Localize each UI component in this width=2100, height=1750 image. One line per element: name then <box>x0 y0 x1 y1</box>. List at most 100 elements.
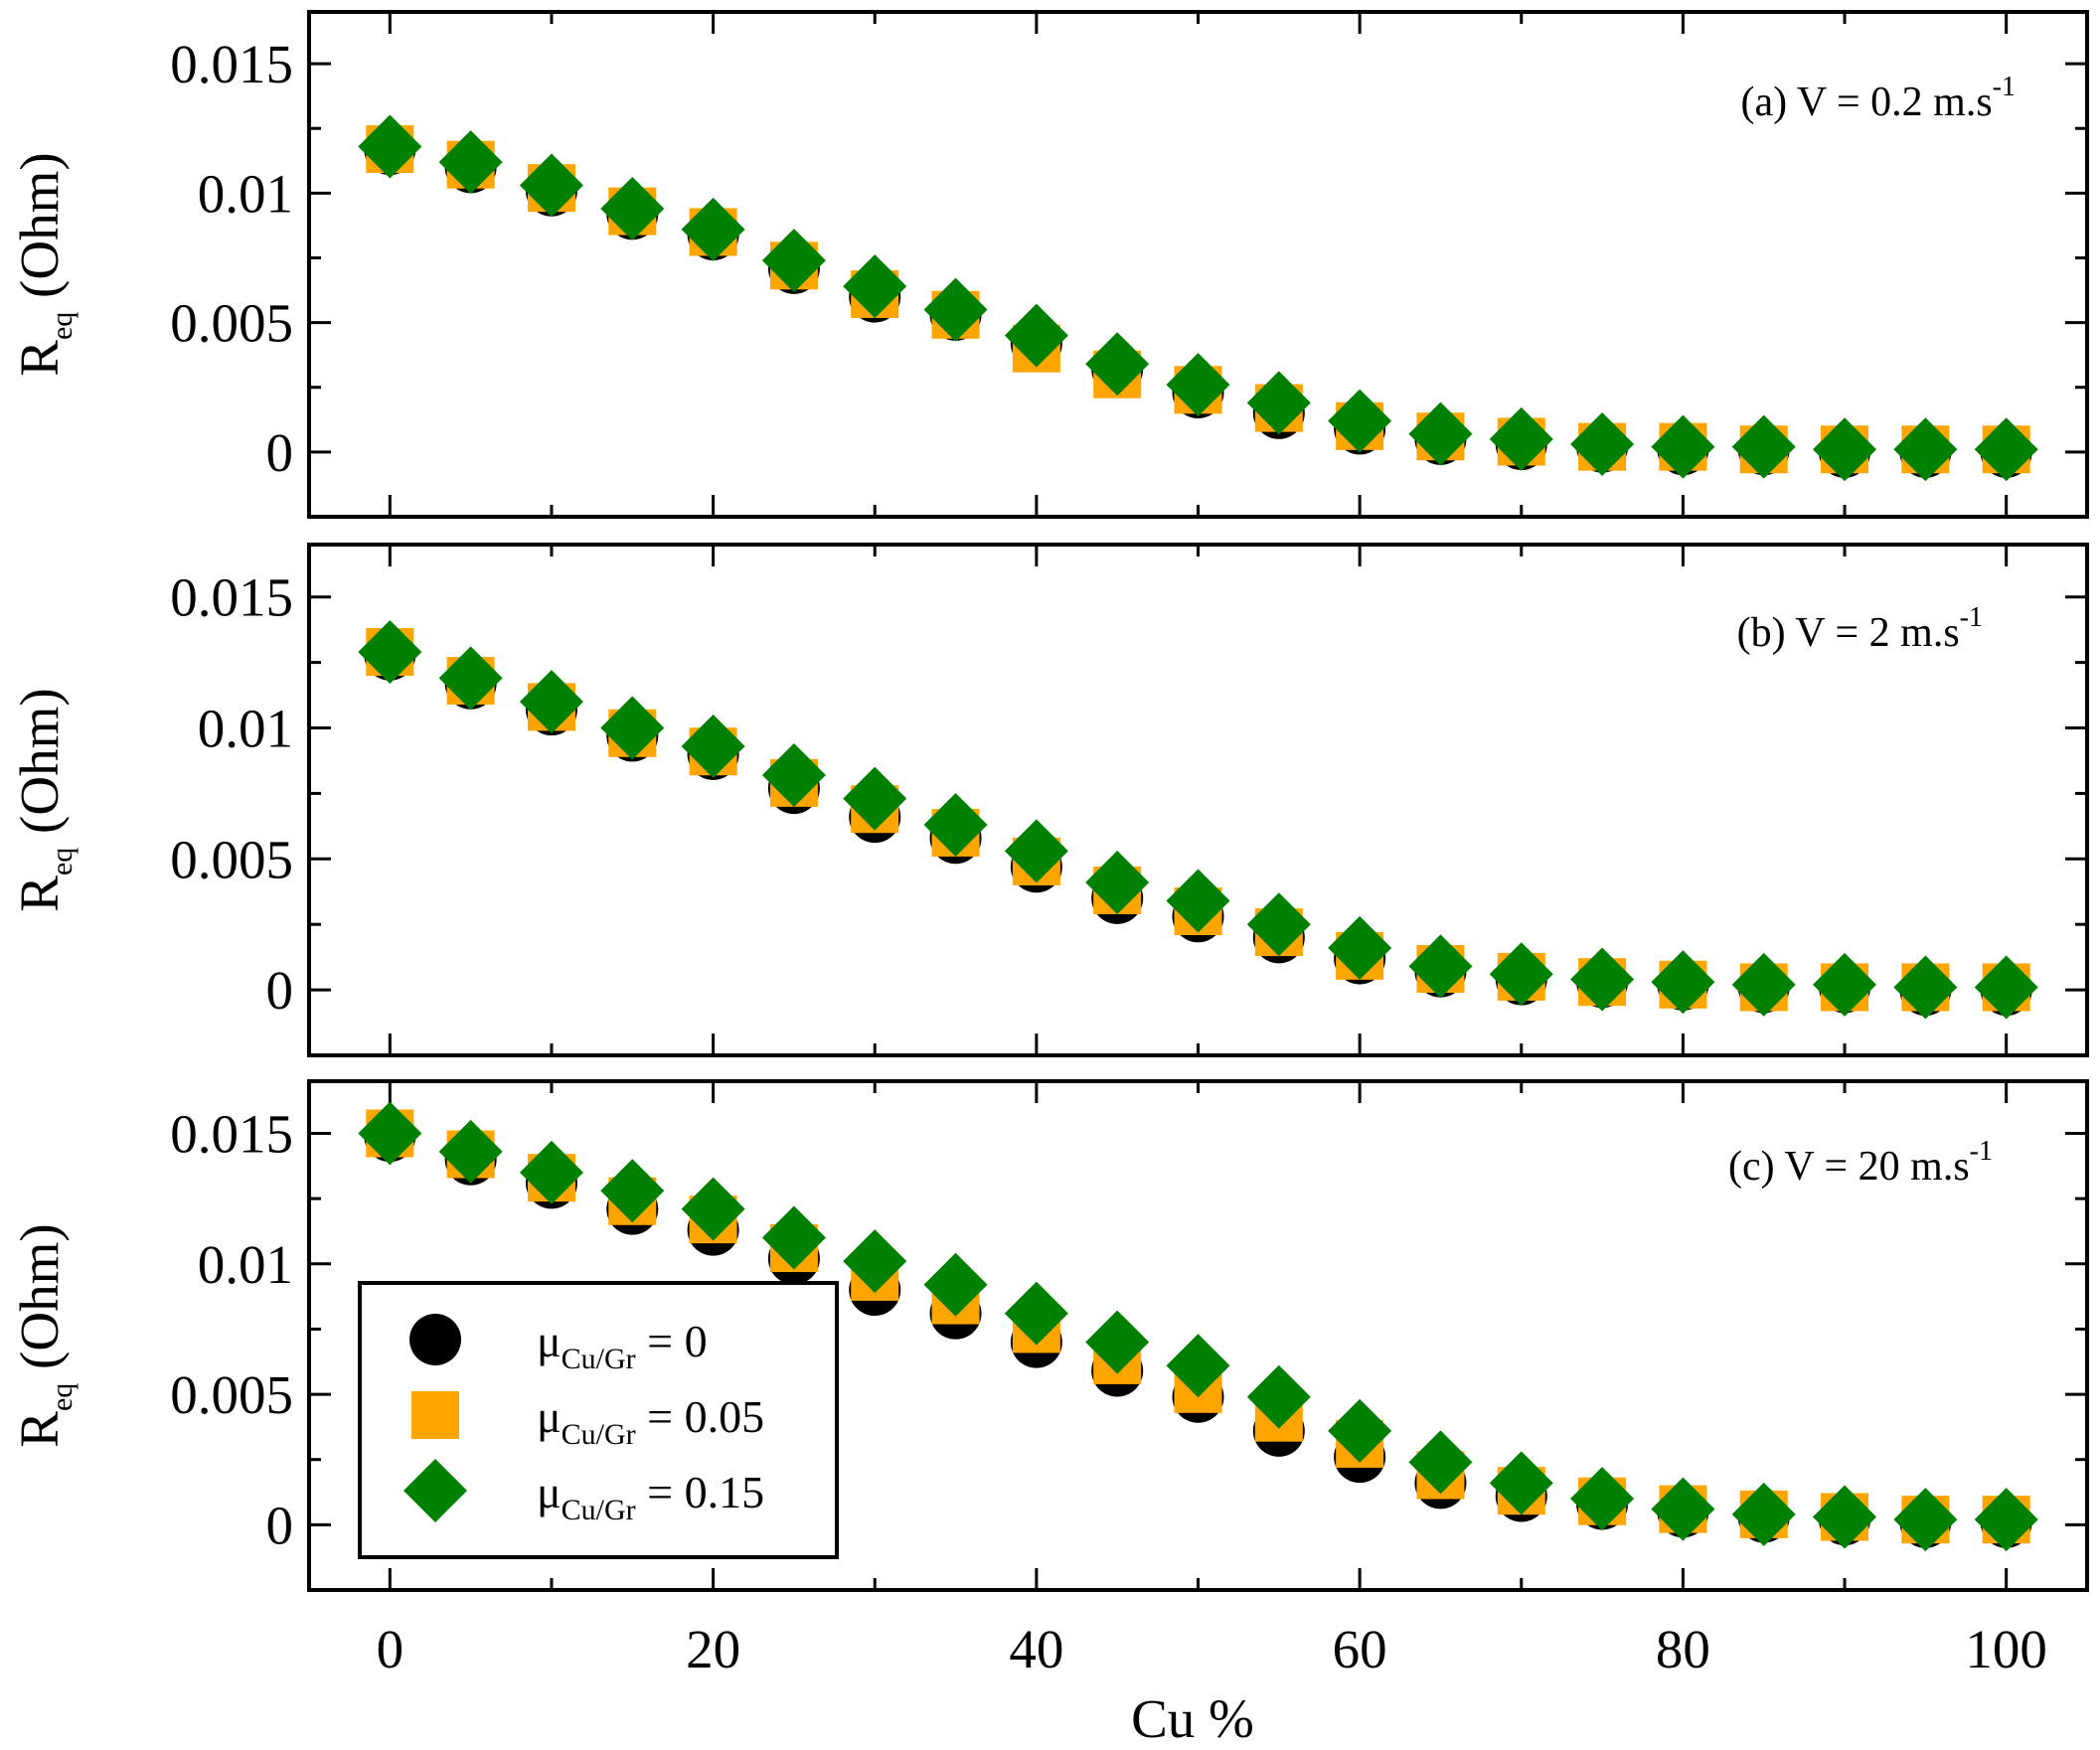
data-point-diamond <box>1813 1485 1877 1549</box>
data-point-diamond <box>1328 915 1392 980</box>
y-axis-title-subscript: eq <box>46 848 79 875</box>
data-point-diamond <box>358 620 422 685</box>
y-axis-title-spacer <box>9 1369 70 1383</box>
panel-a-label: (a) V = 0.2 m.s-1 <box>1741 72 2016 125</box>
data-point-diamond <box>681 197 745 261</box>
y-tick-label: 0.005 <box>170 293 293 354</box>
panel-c: (c) V = 20 m.s-1 Req (Ohm) 0 0.005 0.01 0.0… <box>9 1079 2089 1592</box>
data-point-diamond <box>1166 1334 1230 1398</box>
legend-subscript: Cu/Gr <box>562 1494 636 1526</box>
legend-mu: μ <box>537 1467 562 1517</box>
data-point-diamond <box>1004 1281 1068 1346</box>
panel-a-points <box>358 114 2038 482</box>
data-point-diamond <box>1731 1482 1796 1546</box>
panel-b-x-ticks <box>388 545 2009 1055</box>
data-point-diamond <box>1246 1364 1311 1429</box>
panel-b-label: (b) V = 2 m.s-1 <box>1737 602 1983 656</box>
y-tick-label: 0 <box>266 422 294 483</box>
legend-symbol-square <box>411 1391 459 1439</box>
data-point-diamond <box>843 766 907 831</box>
legend-subscript: Cu/Gr <box>562 1343 636 1375</box>
data-point-diamond <box>1085 1310 1150 1374</box>
legend-symbol-circle <box>409 1314 461 1365</box>
data-point-diamond <box>1570 1467 1635 1531</box>
y-axis-title-subscript: eq <box>46 1383 79 1411</box>
data-point-diamond <box>1651 414 1715 479</box>
y-axis-title-spacer <box>9 298 70 312</box>
data-point-diamond <box>600 1159 665 1223</box>
panel-a-label-text: (a) V = 0.2 m.s <box>1741 80 1993 125</box>
panel-b-label-superscript: -1 <box>1960 602 1983 633</box>
data-point-diamond <box>681 714 745 778</box>
panel-c-x-ticks <box>388 1081 2009 1590</box>
data-point-diamond <box>1813 952 1877 1017</box>
data-point-diamond <box>843 1229 907 1294</box>
x-tick-label: 60 <box>1333 1619 1387 1679</box>
legend-label-0: μCu/Gr = 0 <box>537 1316 708 1375</box>
data-point-diamond <box>1651 1477 1715 1541</box>
legend-mu: μ <box>537 1391 562 1442</box>
legend: μCu/Gr = 0 μCu/Gr = 0.05 μCu/Gr = 0.15 <box>358 1281 839 1559</box>
x-tick-label: 100 <box>1965 1619 2047 1679</box>
data-point-diamond <box>1408 1430 1473 1495</box>
data-point-diamond <box>1246 371 1311 435</box>
data-point-diamond <box>1731 414 1796 479</box>
y-tick-label: 0.005 <box>170 829 293 889</box>
legend-label-1: μCu/Gr = 0.05 <box>537 1391 764 1451</box>
data-point-diamond <box>761 742 826 807</box>
legend-label-2: μCu/Gr = 0.15 <box>537 1467 764 1526</box>
data-point-diamond <box>438 646 503 711</box>
panel-c-points <box>358 1101 2038 1552</box>
panel-c-label-superscript: -1 <box>1970 1136 1993 1167</box>
y-axis-title-main: R <box>9 875 70 912</box>
x-axis-title: Cu % <box>1131 1688 1254 1749</box>
panel-b-y-ticks: 0 0.005 0.01 0.015 <box>170 567 2087 1057</box>
x-tick-label: 0 <box>377 1619 404 1679</box>
data-point-diamond <box>1570 947 1635 1012</box>
x-tick-label: 20 <box>686 1619 740 1679</box>
data-point-diamond <box>843 254 907 319</box>
legend-symbols <box>404 1314 467 1522</box>
data-point-diamond <box>1893 417 1958 482</box>
data-point-diamond <box>358 114 422 179</box>
data-point-diamond <box>1731 952 1796 1017</box>
y-tick-label: 0.01 <box>198 699 293 759</box>
y-tick-label: 0.005 <box>170 1364 293 1425</box>
data-point-diamond <box>1651 950 1715 1015</box>
data-point-diamond <box>1974 1488 2038 1552</box>
y-tick-label: 0 <box>266 1495 294 1555</box>
y-tick-label: 0.015 <box>170 34 293 94</box>
x-tick-label: 80 <box>1656 1619 1710 1679</box>
data-point-diamond <box>600 176 665 240</box>
y-axis-title-spacer <box>9 834 70 848</box>
panel-c-label-text: (c) V = 20 m.s <box>1728 1144 1970 1190</box>
data-point-diamond <box>923 1252 988 1317</box>
data-point-diamond <box>1893 955 1958 1020</box>
panel-b-y-axis-title: Req (Ohm) <box>9 688 79 911</box>
data-point-diamond <box>923 277 988 342</box>
x-tick-labels: 0 20 40 60 80 100 <box>377 1619 2047 1679</box>
y-axis-title-main: R <box>9 1411 70 1448</box>
legend-mu: μ <box>537 1316 562 1366</box>
data-point-diamond <box>1974 955 2038 1020</box>
data-point-diamond <box>519 153 583 218</box>
y-tick-label: 0 <box>266 960 294 1021</box>
data-point-diamond <box>1328 1398 1392 1463</box>
data-point-diamond <box>1004 819 1068 883</box>
panel-b: (b) V = 2 m.s-1 Req (Ohm) 0 0.005 0.01 0.01… <box>9 543 2089 1057</box>
data-point-diamond <box>761 229 826 293</box>
panel-a: (a) V = 0.2 m.s-1 Req (Ohm) 0 0.005 0.01 0.… <box>9 10 2089 519</box>
panel-a-y-ticks: 0 0.005 0.01 0.015 <box>170 34 2087 519</box>
y-axis-title-unit: (Ohm) <box>9 152 70 298</box>
y-tick-label: 0.015 <box>170 567 293 628</box>
data-point-diamond <box>1813 417 1877 482</box>
data-point-diamond <box>1085 332 1150 397</box>
data-point-diamond <box>761 1205 826 1270</box>
y-axis-title-unit: (Ohm) <box>9 688 70 834</box>
data-point-diamond <box>1974 417 2038 482</box>
panel-a-label-superscript: -1 <box>1993 72 2016 102</box>
y-axis-title-subscript: eq <box>46 312 79 340</box>
data-point-diamond <box>519 1140 583 1204</box>
data-point-diamond <box>1570 412 1635 477</box>
